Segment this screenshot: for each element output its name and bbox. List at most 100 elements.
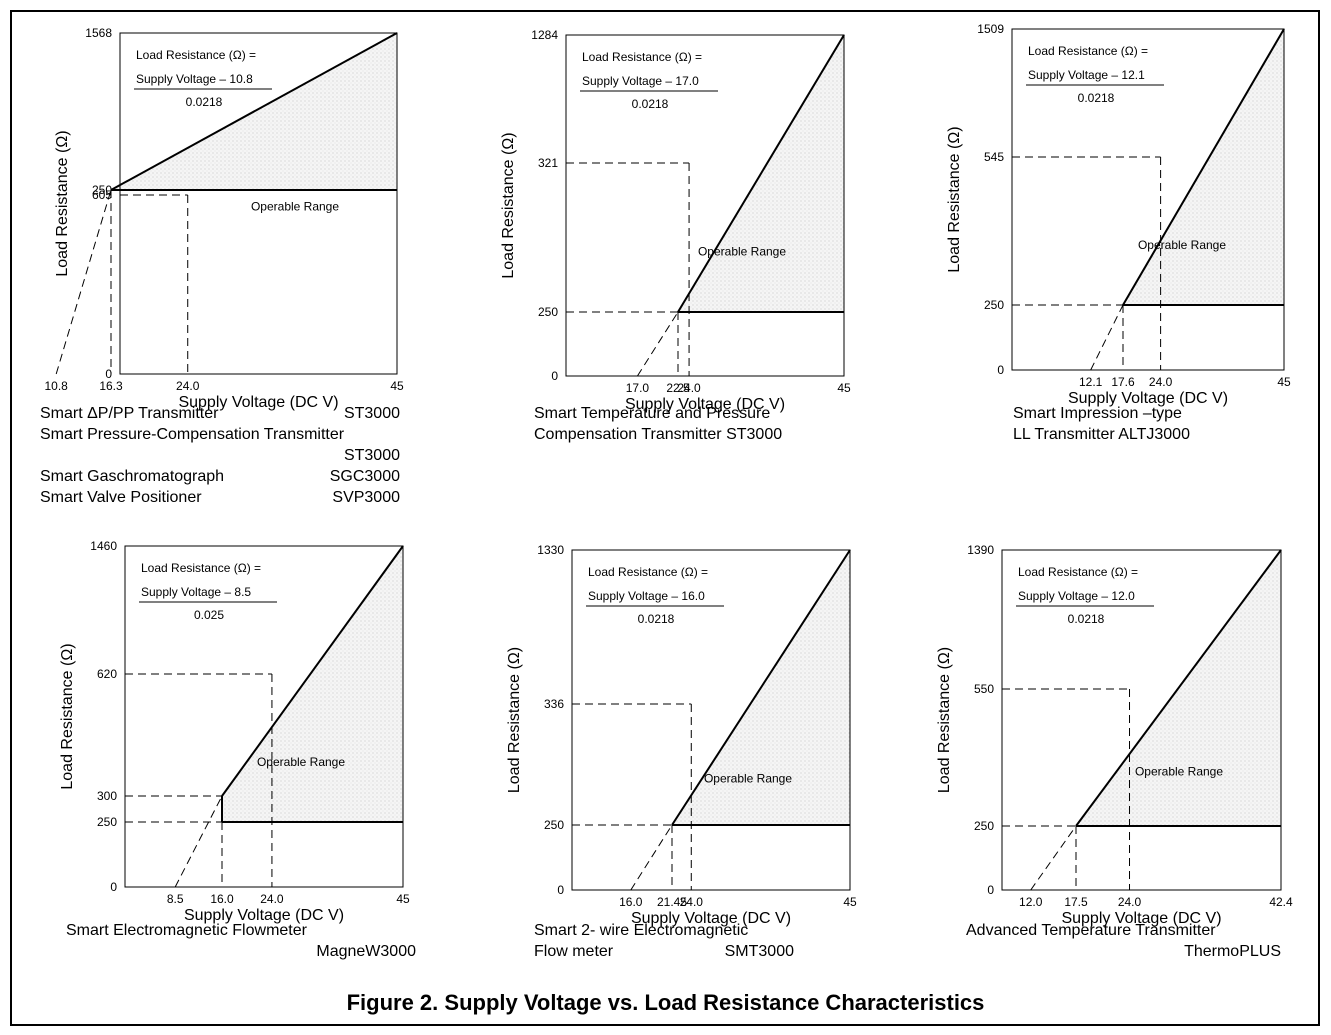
caption-model: SGC3000 [330,468,400,485]
caption-model: ST3000 [344,405,400,422]
plot-frame [1011,28,1285,371]
y-tick-label: 1284 [531,28,558,42]
region-label: Operable Range [698,245,786,259]
x-tick-label: 45 [837,381,851,395]
region-label: Operable Range [1138,238,1226,252]
chart-3: 0 250 545 1509 12.1 17.6 24.0 45 Supply Voltage … [946,22,1291,443]
caption-text: Compensation Transmitter ST3000 [534,426,782,443]
extension-dashed-line [55,189,112,375]
formula-numerator: Supply Voltage – 8.5 [141,585,251,599]
plot-frame [119,32,398,375]
formula-denominator: 0.025 [194,608,224,622]
x-axis-label: Supply Voltage (DC V) [631,910,791,927]
max-resistance-line [671,549,851,826]
x-tick-label: 45 [1277,375,1291,389]
y-tick-label: 1460 [90,539,117,553]
y-axis-label: Load Resistance (Ω) [936,647,953,793]
y-tick-label: 1568 [85,26,112,40]
caption-text: Smart Gaschromatograph [40,468,224,485]
x-tick-label: 21.45 [657,895,687,909]
figure-frame [10,10,1320,1026]
caption-text: Smart Electromagnetic Flowmeter [66,922,308,939]
x-tick-label: 17.5 [1064,895,1088,909]
plot-frame [1001,549,1282,891]
y-tick-label: 545 [984,150,1004,164]
caption-model: ThermoPLUS [1184,943,1281,960]
y-tick-label: 0 [557,883,564,897]
y-tick-label: 250 [974,819,994,833]
region-label: Operable Range [1135,765,1223,779]
extension-dashed-line [636,311,679,377]
formula-numerator: Supply Voltage – 12.0 [1018,589,1135,603]
formula-denominator: 0.0218 [632,97,669,111]
max-resistance-line [110,32,398,191]
y-tick-label: 1509 [977,22,1004,36]
chart-6: 0 250 550 1390 12.0 17.5 24.0 42.4 Supply Voltag… [936,543,1293,960]
y-tick-label: 321 [538,156,558,170]
x-axis-label: Supply Voltage (DC V) [1061,910,1221,927]
x-tick-label: 12.0 [1019,895,1043,909]
x-tick-label: 24.0 [1149,375,1173,389]
y-tick-label: 0 [105,367,112,381]
formula-numerator: Supply Voltage – 12.1 [1028,68,1145,82]
region-label: Operable Range [704,772,792,786]
y-axis-label: Load Resistance (Ω) [59,643,76,789]
caption-text: Smart Pressure-Compensation Transmitter [40,426,345,443]
x-tick-label: 22.5 [666,381,690,395]
figure-title: Figure 2. Supply Voltage vs. Load Resist… [346,990,985,1015]
x-axis-label: Supply Voltage (DC V) [184,907,344,924]
plot-frame [124,545,404,888]
region-label: Operable Range [257,755,345,769]
x-tick-label: 16.0 [619,895,643,909]
x-tick-label: 10.8 [45,379,69,393]
caption-text: LL Transmitter ALTJ3000 [1013,426,1190,443]
extension-dashed-line [630,824,673,891]
formula-denominator: 0.0218 [638,612,675,626]
formula-label: Load Resistance (Ω) = [1018,565,1138,579]
x-tick-label: 45 [390,379,404,393]
y-tick-label: 0 [551,369,558,383]
x-tick-label: 17.6 [1111,375,1135,389]
formula-label: Load Resistance (Ω) = [136,48,256,62]
formula-label: Load Resistance (Ω) = [141,561,261,575]
y-tick-label: 300 [97,789,117,803]
x-tick-label: 24.0 [1118,895,1142,909]
y-tick-label: 336 [544,697,564,711]
chart-2: 0 250 321 1284 17.0 22.524.0 45 Supply Voltage … [500,28,851,443]
y-axis-label: Load Resistance (Ω) [946,126,963,272]
caption-model: SMT3000 [725,943,794,960]
formula-denominator: 0.0218 [186,95,223,109]
y-tick-label: 1390 [967,543,994,557]
x-tick-label: 42.4 [1269,895,1293,909]
x-tick-label: 8.5 [167,892,184,906]
formula-numerator: Supply Voltage – 16.0 [588,589,705,603]
caption-text: Smart Valve Positioner [40,489,202,506]
extension-dashed-line [1090,304,1124,371]
y-tick-label: 605 [92,188,112,202]
caption-text: Smart 2- wire Electromagnetic [534,922,748,939]
x-tick-label: 24.0 [176,379,200,393]
caption-text: Smart Temperature and Pressure [534,405,770,422]
x-tick-label: 24.0 [677,381,701,395]
y-tick-label: 550 [974,682,994,696]
y-tick-label: 250 [97,815,117,829]
x-tick-label: 45 [396,892,410,906]
caption-text: Smart ΔP/PP Transmitter [40,405,219,422]
x-axis-label: Supply Voltage (DC V) [178,394,338,411]
formula-numerator: Supply Voltage – 17.0 [582,74,699,88]
y-tick-label: 1330 [537,543,564,557]
caption-model: ST3000 [344,447,400,464]
x-tick-label: 45 [843,895,857,909]
max-resistance-line [1075,549,1282,827]
max-resistance-line [677,34,845,313]
caption-model: SVP3000 [332,489,400,506]
extension-dashed-line [174,795,223,888]
y-tick-label: 620 [97,667,117,681]
operable-region [222,546,403,822]
caption-text: Smart Impression –type [1013,405,1182,422]
y-axis-label: Load Resistance (Ω) [500,132,517,278]
y-tick-label: 250 [544,818,564,832]
